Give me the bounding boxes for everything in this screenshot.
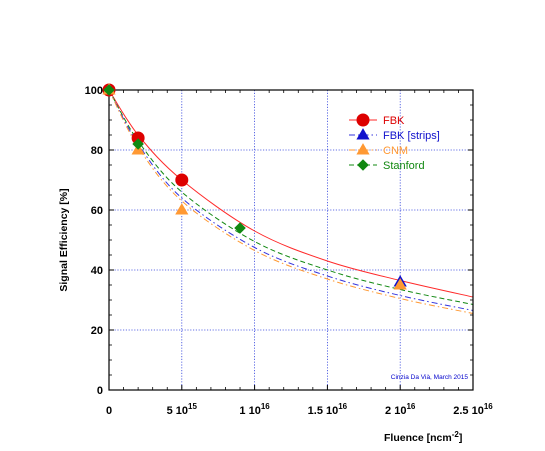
data-point-fbk <box>175 173 189 187</box>
x-tick-label-exp: 16 <box>261 402 270 411</box>
x-tick-label: 2.5 1016 <box>453 402 493 417</box>
data-point-cnm <box>175 203 189 215</box>
x-axis-title-sup: -2 <box>452 430 460 439</box>
fit-curve-fbk-strips <box>108 89 474 311</box>
y-tick-label: 100 <box>85 85 103 97</box>
x-tick-label-exp: 15 <box>188 402 197 411</box>
x-axis-title-main: Fluence [ncm <box>384 432 452 444</box>
legend-label: Stanford <box>383 160 425 172</box>
data-point-stanford <box>132 138 144 150</box>
y-tick-label: 40 <box>91 265 103 277</box>
y-tick-label: 80 <box>91 145 103 157</box>
data-point-fbk <box>131 131 145 145</box>
x-tick-label: 0 <box>106 405 112 417</box>
data-point-stanford <box>103 84 115 96</box>
x-tick-label-exp: 16 <box>406 402 415 411</box>
legend-label: CNM <box>383 145 408 157</box>
x-tick-label-base: 2 10 <box>385 405 406 417</box>
plot-background <box>109 90 473 390</box>
y-axis-title: Signal Efficiency [%] <box>58 188 70 291</box>
grid <box>109 90 473 390</box>
x-tick-label-base: 2.5 10 <box>453 405 484 417</box>
x-tick-label-base: 1 10 <box>239 405 260 417</box>
credit-annotation: Cinzia Da Vià, March 2015 <box>391 374 469 381</box>
x-tick-label-base: 5 10 <box>167 405 188 417</box>
x-tick-label-exp: 16 <box>338 402 347 411</box>
y-tick-label: 20 <box>91 325 103 337</box>
legend: FBK FBK [strips] CNM Stanford <box>349 113 440 172</box>
legend-marker <box>357 159 369 171</box>
x-tick-label: 5 1015 <box>167 402 198 417</box>
data-point-stanford <box>234 222 246 234</box>
legend-label: FBK [strips] <box>383 130 440 142</box>
data-point-cnm <box>393 278 407 290</box>
y-tick-label: 60 <box>91 205 103 217</box>
data-markers <box>102 83 407 290</box>
x-tick-label: 2 1016 <box>385 402 416 417</box>
x-tick-label: 1 1016 <box>239 402 270 417</box>
legend-marker <box>356 128 370 140</box>
x-axis-title: Fluence [ncm-2] <box>384 430 462 444</box>
x-tick-label-base: 1.5 10 <box>308 405 339 417</box>
legend-marker <box>356 143 370 155</box>
legend-label: FBK <box>383 115 405 127</box>
y-tick-label: 0 <box>97 385 103 397</box>
x-tick-label: 1.5 1016 <box>308 402 348 417</box>
legend-marker <box>356 113 370 127</box>
x-axis-title-close: ] <box>459 432 463 444</box>
x-tick-label-base: 0 <box>106 405 112 417</box>
x-tick-label-exp: 16 <box>484 402 493 411</box>
